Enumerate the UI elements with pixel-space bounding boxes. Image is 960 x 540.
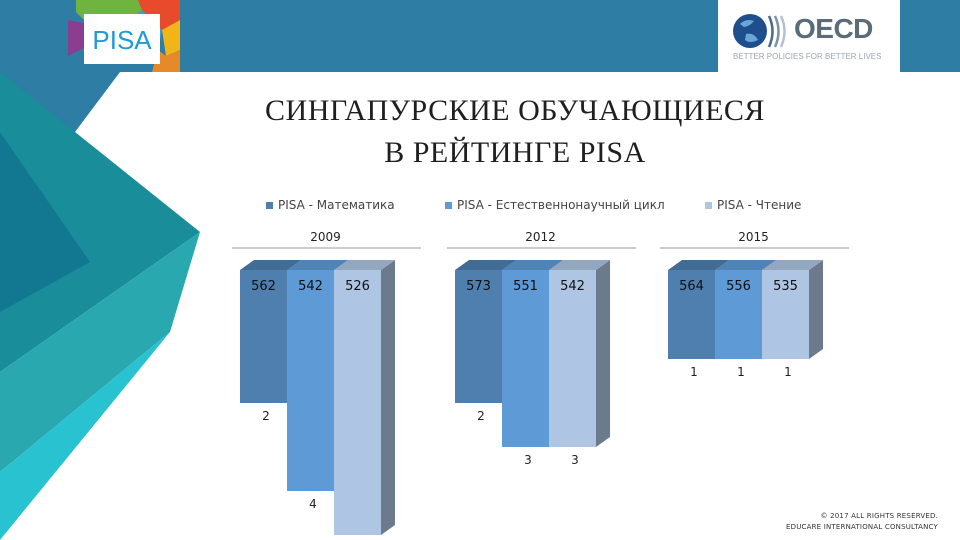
- copyright-line-1: © 2017 ALL RIGHTS RESERVED.: [820, 512, 938, 520]
- legend-swatch-math: [266, 201, 273, 209]
- title-line-1: СИНГАПУРСКИЕ ОБУЧАЮЩИЕСЯ: [265, 94, 765, 127]
- score-label-reading-2015: 535: [773, 279, 798, 294]
- rank-label-science-2012: 3: [524, 453, 532, 467]
- rank-label-science-2009: 4: [309, 497, 317, 511]
- bar-reading-2015: [762, 270, 809, 359]
- score-label-science-2015: 556: [726, 279, 751, 294]
- title-line-2: В РЕЙТИНГЕ PISA: [384, 136, 646, 169]
- oecd-globe-icon: [733, 14, 786, 48]
- legend-swatch-reading: [705, 201, 712, 209]
- pisa-logo-graphic: PISA: [68, 0, 180, 72]
- score-label-science-2012: 551: [513, 279, 538, 294]
- rank-label-math-2009: 2: [262, 409, 270, 423]
- rank-label-science-2015: 1: [737, 365, 745, 379]
- header-bar: PISA OECD BETTER POLICIES FOR BETTER LIV…: [0, 0, 960, 72]
- oecd-tagline: BETTER POLICIES FOR BETTER LIVES: [733, 52, 882, 61]
- score-label-math-2009: 562: [251, 279, 276, 294]
- bar-side-reading-2009: [381, 260, 395, 535]
- bar-top-reading-2009: [334, 260, 395, 270]
- legend-item-math: PISA - Математика: [266, 198, 395, 212]
- legend-label-reading: PISA - Чтение: [717, 198, 802, 212]
- bar-top-math-2009: [240, 260, 301, 270]
- year-label-2009: 2009: [310, 230, 341, 244]
- score-label-reading-2009: 526: [345, 279, 370, 294]
- copyright-notice: © 2017 ALL RIGHTS RESERVED. EDUCARE INTE…: [786, 511, 938, 533]
- bar-top-science-2009: [287, 260, 348, 270]
- oecd-logo: OECD BETTER POLICIES FOR BETTER LIVES: [718, 0, 900, 72]
- oecd-name: OECD: [794, 13, 873, 44]
- bar-reading-2012: [549, 270, 596, 447]
- bar-science-2015: [715, 270, 762, 359]
- bar-math-2015: [668, 270, 715, 359]
- legend-item-reading: PISA - Чтение: [705, 198, 801, 212]
- legend-swatch-science: [445, 201, 452, 209]
- rank-label-math-2012: 2: [477, 409, 485, 423]
- bar-top-reading-2012: [549, 260, 610, 270]
- slide-title: СИНГАПУРСКИЕ ОБУЧАЮЩИЕСЯ В РЕЙТИНГЕ PISA: [190, 90, 840, 174]
- score-label-science-2009: 542: [298, 279, 323, 294]
- bar-math-2012: [455, 270, 502, 403]
- rank-label-reading-2015: 1: [784, 365, 792, 379]
- pisa-logo: PISA: [68, 0, 180, 72]
- score-label-math-2015: 564: [679, 279, 704, 294]
- score-label-math-2012: 573: [466, 279, 491, 294]
- copyright-line-2: EDUCARE INTERNATIONAL CONSULTANCY: [785, 523, 938, 531]
- rank-label-reading-2012: 3: [571, 453, 579, 467]
- chart-legend: PISA - Математика PISA - Естественнонауч…: [0, 198, 960, 214]
- bar-top-science-2015: [715, 260, 776, 270]
- bar-science-2012: [502, 270, 549, 447]
- bar-reading-2009: [334, 270, 381, 535]
- bar-side-reading-2012: [596, 260, 610, 447]
- bar-science-2009: [287, 270, 334, 491]
- year-label-2012: 2012: [525, 230, 556, 244]
- decorative-triangles: [0, 72, 200, 540]
- legend-label-math: PISA - Математика: [278, 198, 395, 212]
- bar-math-2009: [240, 270, 287, 403]
- bar-top-reading-2015: [762, 260, 823, 270]
- bar-side-reading-2015: [809, 260, 823, 359]
- legend-label-science: PISA - Естественнонаучный цикл: [457, 198, 665, 212]
- bar-top-math-2015: [668, 260, 729, 270]
- bar-top-science-2012: [502, 260, 563, 270]
- rank-label-math-2015: 1: [690, 365, 698, 379]
- legend-item-science: PISA - Естественнонаучный цикл: [445, 198, 665, 212]
- score-label-reading-2012: 542: [560, 279, 585, 294]
- bar-top-math-2012: [455, 260, 516, 270]
- year-label-2015: 2015: [738, 230, 769, 244]
- pisa-logo-text: PISA: [92, 25, 152, 55]
